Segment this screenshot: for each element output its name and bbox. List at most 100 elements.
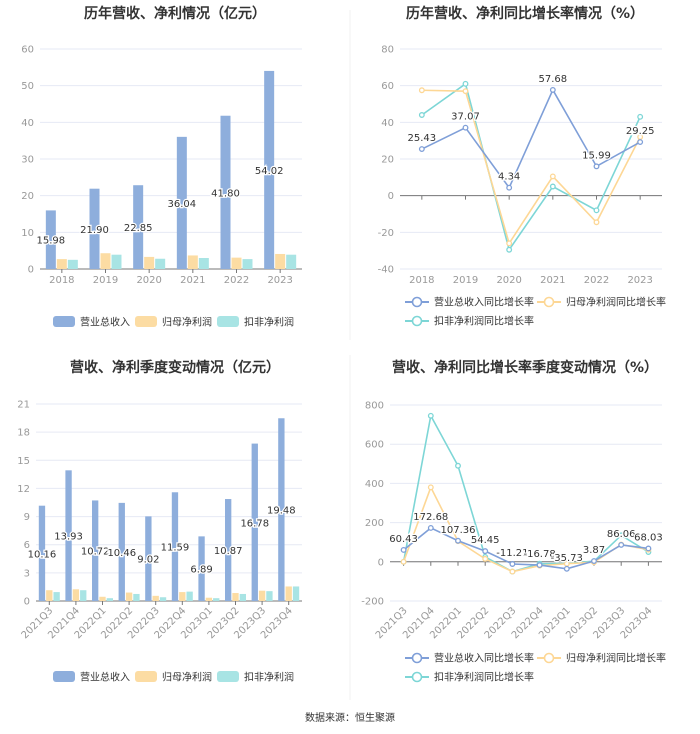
bar-deducted-profit [106, 598, 113, 601]
bar-revenue [92, 500, 99, 601]
data-label: 54.45 [471, 535, 500, 546]
bar-revenue [278, 418, 285, 601]
legend-marker [411, 671, 423, 683]
bar-deducted-profit [292, 586, 300, 601]
y-tick-label: 9 [24, 512, 30, 523]
bar-net-profit [231, 257, 242, 269]
chart-2: 历年营收、净利同比增长率情况（%） -40 -20 0 20 40 60 80 2018 2019… [378, 5, 666, 328]
series-line-deducted-profit [402, 413, 649, 573]
legend-marker [543, 652, 555, 664]
data-label: 60.43 [389, 534, 418, 545]
data-source: 数据来源：恒生聚源 [305, 711, 395, 724]
y-tick-label: 80 [381, 45, 394, 56]
legend-marker [411, 652, 423, 664]
chart-4: 营收、净利同比增长率季度变动情况（%）-20002004006008002021… [361, 359, 666, 684]
x-tick-label: 2019 [453, 275, 478, 286]
legend-label: 营业总收入同比增长率 [434, 296, 534, 309]
bar-net-profit [275, 253, 286, 269]
bar-net-profit [46, 590, 53, 601]
data-point [637, 139, 644, 145]
y-tick-label: 40 [21, 118, 34, 129]
x-tick-label: 2020 [136, 275, 161, 286]
data-point [482, 548, 489, 555]
x-tick-label: 2023 [267, 275, 292, 286]
bar-deducted-profit [239, 593, 246, 601]
data-label: 3.87 [583, 545, 605, 556]
data-point [618, 541, 625, 548]
legend-label: 归母净利润同比增长率 [566, 296, 666, 309]
y-tick-label: 0 [24, 597, 30, 608]
data-point [549, 183, 556, 190]
data-label: 41.80 [211, 188, 240, 199]
bar-net-profit [72, 589, 80, 601]
data-point [462, 80, 469, 87]
y-tick-label: 0 [388, 191, 394, 202]
chart-title: 营收、净利同比增长率季度变动情况（%） [392, 359, 658, 376]
data-label: 86.06 [607, 529, 636, 540]
bar-deducted-profit [186, 591, 193, 601]
data-label: 21.90 [80, 225, 109, 236]
bar-net-profit [99, 596, 106, 601]
bar-revenue [145, 516, 152, 601]
bar-revenue [118, 502, 125, 601]
legend-label: 归母净利润同比增长率 [566, 652, 666, 665]
bar-revenue [65, 470, 72, 601]
bar-net-profit [187, 255, 198, 269]
data-point [509, 561, 516, 567]
data-point [427, 412, 434, 419]
series-line-net-profit [421, 89, 641, 246]
y-tick-label: 400 [365, 479, 384, 490]
bar-deducted-profit [159, 597, 167, 601]
data-point [591, 558, 597, 564]
bar-revenue [38, 505, 46, 601]
bar-deducted-profit [213, 598, 220, 601]
bar-net-profit [144, 256, 155, 269]
data-point [593, 219, 600, 226]
legend-swatch [53, 671, 75, 682]
data-point [593, 163, 600, 170]
y-tick-label: -200 [361, 597, 384, 608]
legend-label: 营业总收入同比增长率 [434, 652, 534, 665]
bar-net-profit [125, 592, 133, 601]
series-line-deducted-profit [421, 82, 641, 252]
legend-swatch [135, 316, 157, 327]
data-label: 10.16 [28, 549, 57, 560]
bar-deducted-profit [155, 258, 166, 269]
bar-revenue [171, 492, 179, 601]
data-point [645, 545, 652, 552]
data-point [455, 462, 461, 469]
data-label: 15.99 [582, 150, 611, 161]
y-tick-label: 18 [17, 428, 30, 439]
bar-net-profit [56, 259, 67, 269]
x-tick-label: 2022 [584, 275, 609, 286]
y-tick-label: 0 [28, 265, 34, 276]
bar-net-profit [258, 590, 266, 601]
legend-label: 营业总收入 [80, 671, 130, 684]
bar-deducted-profit [67, 259, 78, 269]
data-point [637, 113, 644, 120]
chart-3: 营收、净利季度变动情况（亿元）0369121518212021Q32021Q42… [17, 359, 302, 684]
data-label: 10.72 [81, 547, 110, 558]
bar-deducted-profit [111, 254, 122, 269]
data-point [618, 532, 625, 539]
y-tick-label: 50 [21, 81, 34, 92]
chart-title: 历年营收、净利情况（亿元） [84, 5, 266, 22]
bar-net-profit [152, 595, 159, 601]
data-label: -16.78 [523, 549, 555, 560]
legend-swatch [217, 316, 239, 327]
data-label: 19.48 [267, 506, 296, 517]
legend-label: 营业总收入 [80, 316, 130, 329]
data-point [427, 484, 434, 491]
data-label: 10.46 [107, 548, 136, 559]
series-line-revenue [403, 527, 649, 570]
bar-deducted-profit [242, 259, 253, 269]
bar-net-profit [205, 597, 213, 601]
data-point [418, 146, 425, 152]
data-point [563, 565, 570, 572]
y-tick-label: 15 [17, 456, 30, 467]
data-point [418, 112, 425, 118]
data-point [482, 555, 489, 562]
data-label: 29.25 [626, 126, 655, 137]
x-tick-label: 2021 [180, 275, 205, 286]
